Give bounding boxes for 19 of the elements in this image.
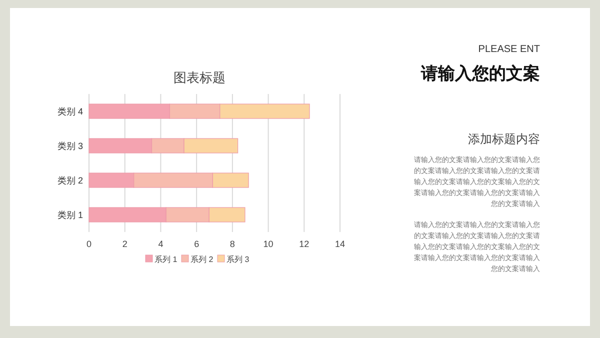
x-tick-label: 8 bbox=[230, 239, 235, 249]
x-tick-label: 6 bbox=[194, 239, 200, 249]
x-tick-label: 12 bbox=[299, 239, 310, 249]
y-tick-label: 类别 2 bbox=[57, 175, 83, 186]
x-tick-label: 0 bbox=[86, 239, 92, 249]
text: 请输入您的文案 bbox=[421, 63, 540, 85]
text: 添加标题内容 bbox=[468, 131, 540, 148]
chart-title: 图表标题 bbox=[174, 70, 226, 85]
legend-label: 系列 1 bbox=[154, 255, 178, 264]
x-tick-label: 14 bbox=[334, 239, 346, 249]
x-tick-label: 10 bbox=[263, 239, 274, 249]
x-tick-label: 4 bbox=[158, 239, 164, 249]
text: PLEASE ENT bbox=[478, 44, 540, 55]
legend-label: 系列 2 bbox=[190, 255, 214, 264]
y-tick-label: 类别 1 bbox=[57, 210, 83, 220]
legend-label: 系列 3 bbox=[226, 255, 250, 264]
y-tick-label: 类别 3 bbox=[57, 140, 83, 151]
x-tick-label: 2 bbox=[122, 239, 128, 249]
y-tick-label: 类别 4 bbox=[57, 106, 83, 116]
